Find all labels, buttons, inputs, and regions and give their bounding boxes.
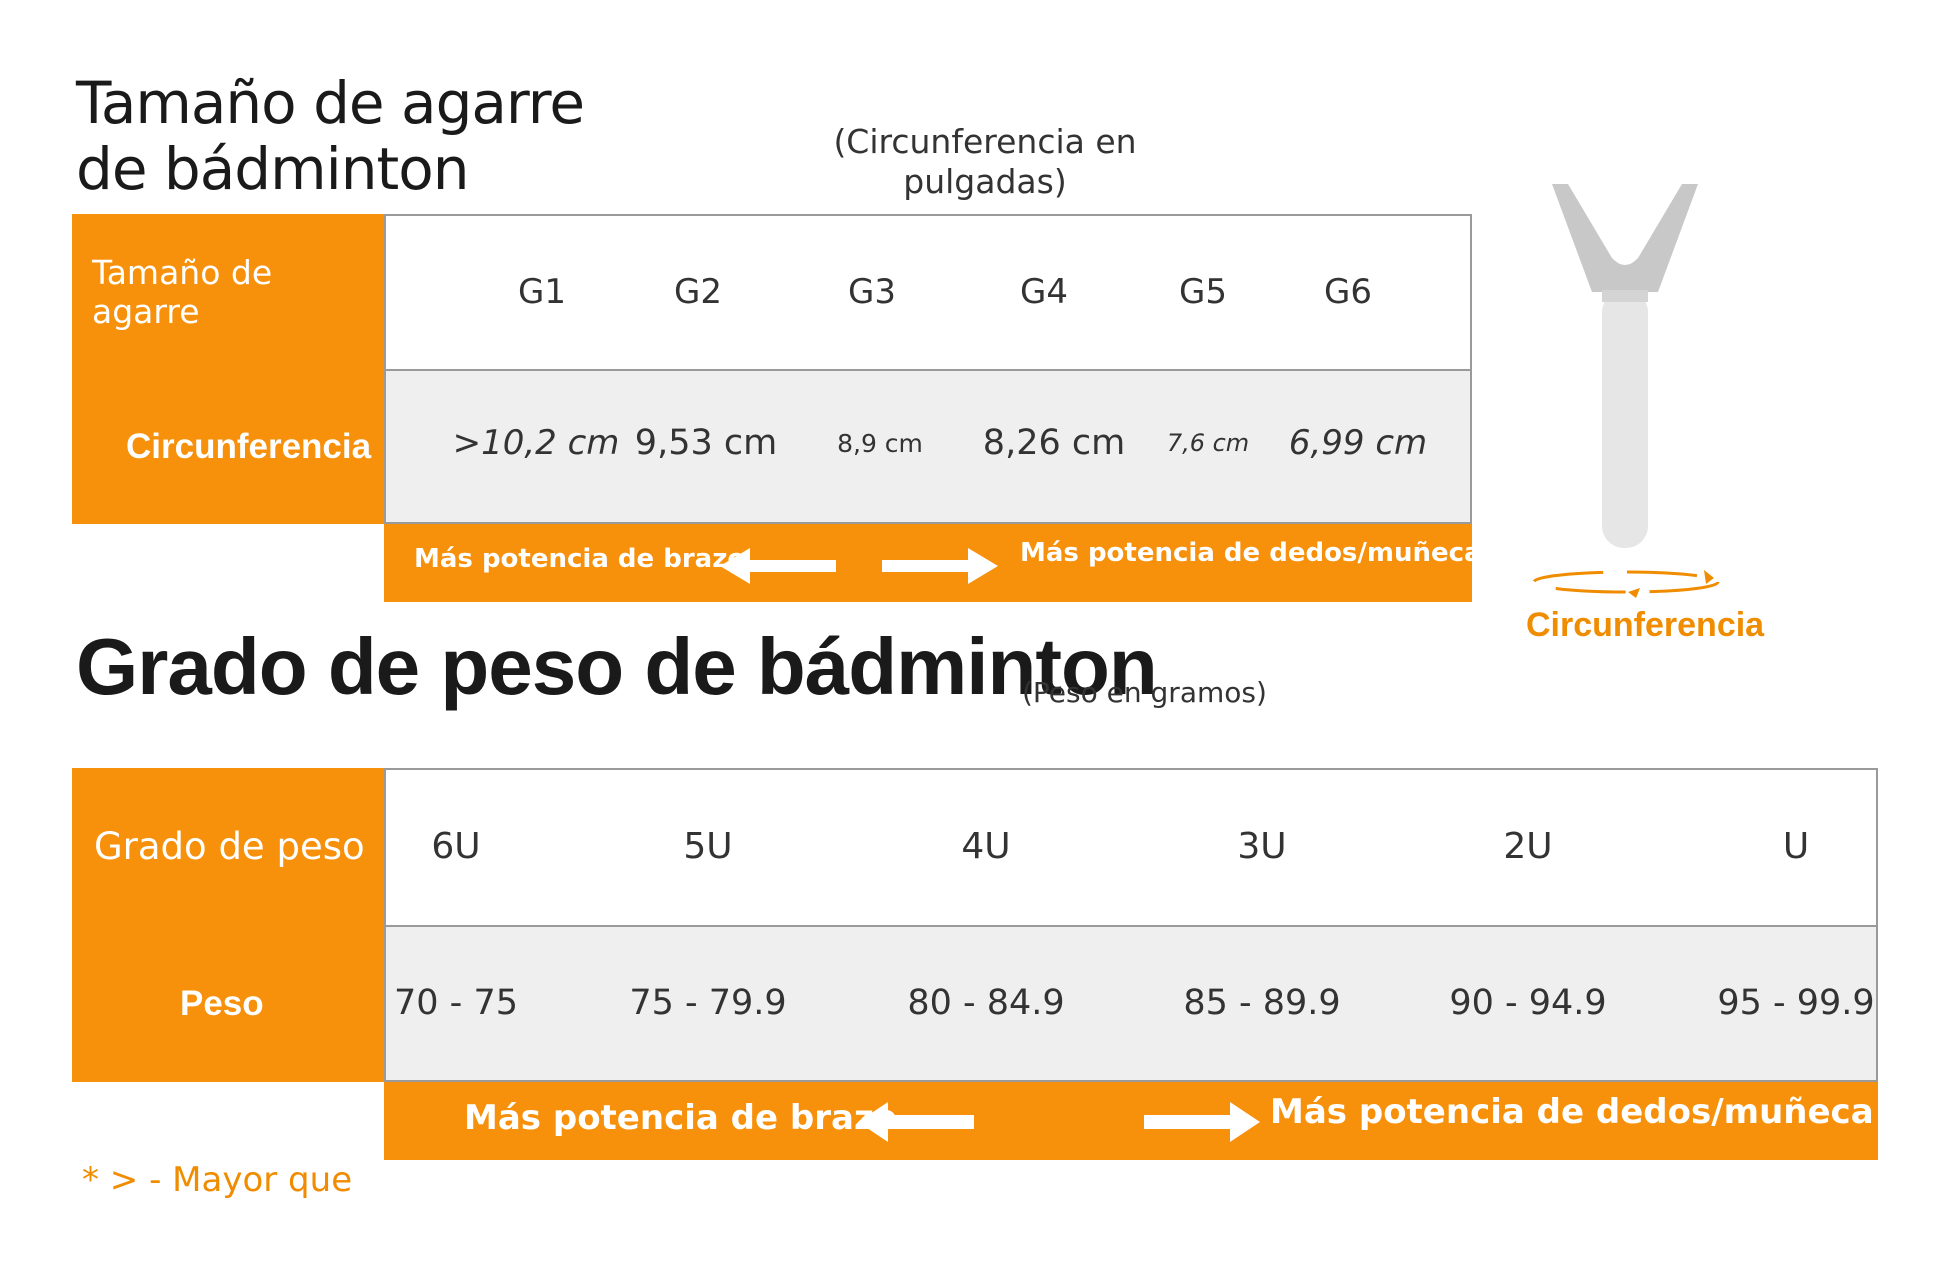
- weight-grade-row: 6U 5U 4U 3U 2U U: [386, 770, 1876, 925]
- grip-size-label: Tamaño de agarre: [92, 252, 273, 331]
- grip-size-g3: G3: [848, 272, 896, 312]
- grip-band-right-label: Más potencia de dedos/muñeca: [1020, 538, 1482, 568]
- weight-value-2u: 90 - 94.9: [1449, 983, 1607, 1023]
- grip-header-column: Tamaño de agarre Circunferencia: [72, 214, 386, 524]
- weight-value-3u: 85 - 89.9: [1183, 983, 1341, 1023]
- weight-value-6u: 70 - 75: [394, 983, 518, 1023]
- grip-circumference-label: Circunferencia: [126, 426, 372, 466]
- handle-circumference-label: Circunferencia: [1526, 606, 1765, 644]
- grip-band-left-label: Más potencia de brazo: [414, 544, 746, 574]
- grip-size-g5: G5: [1179, 272, 1227, 312]
- weight-value-4u: 80 - 84.9: [907, 983, 1065, 1023]
- grip-subtitle: (Circunferencia en pulgadas): [833, 122, 1137, 201]
- racket-handle-icon: [1552, 184, 1698, 548]
- weight-header-column: Grado de peso Peso: [72, 768, 386, 1082]
- arrow-left-icon: [720, 548, 836, 584]
- weight-grade-6u: 6U: [431, 826, 481, 867]
- grip-size-row: G1 G2 G3 G4 G5 G6: [386, 216, 1470, 369]
- weight-peso-label: Peso: [180, 983, 264, 1023]
- weight-grade-2u: 2U: [1503, 826, 1553, 867]
- weight-grade-label: Grado de peso: [94, 825, 365, 868]
- grip-table: G1 G2 G3 G4 G5 G6 >10,2 cm 9,53 cm 8,9 c…: [384, 214, 1472, 524]
- grip-title: Tamaño de agarre de bádminton: [76, 69, 585, 203]
- arrow-right-icon: [882, 548, 998, 584]
- grip-size-g6: G6: [1324, 272, 1372, 312]
- grip-circ-g1: >10,2 cm: [452, 423, 620, 463]
- grip-circ-g4: 8,26 cm: [982, 423, 1126, 463]
- weight-table: 6U 5U 4U 3U 2U U 70 - 75 75 - 79.9 80 - …: [384, 768, 1878, 1082]
- grip-size-g1: G1: [518, 272, 566, 312]
- arrow-left-icon: [858, 1102, 974, 1142]
- grip-circ-g5: 7,6 cm: [1166, 429, 1250, 457]
- weight-subtitle: (Peso en gramos): [1022, 676, 1267, 709]
- weight-grade-5u: 5U: [683, 826, 733, 867]
- weight-grade-3u: 3U: [1237, 826, 1287, 867]
- grip-circ-g6: 6,99 cm: [1288, 423, 1428, 463]
- footnote: * > - Mayor que: [82, 1160, 353, 1200]
- weight-value-u: 95 - 99.9: [1717, 983, 1875, 1023]
- grip-size-g4: G4: [1020, 272, 1068, 312]
- weight-band-right-label: Más potencia de dedos/muñeca: [1270, 1092, 1874, 1132]
- weight-band-left-label: Más potencia de brazo: [464, 1098, 898, 1138]
- weight-value-5u: 75 - 79.9: [629, 983, 787, 1023]
- weight-power-band: Más potencia de brazo Más potencia de de…: [384, 1082, 1878, 1160]
- weight-grade-u: U: [1782, 826, 1810, 867]
- rotation-arrow-icon: [1532, 570, 1720, 598]
- weight-grade-4u: 4U: [961, 826, 1011, 867]
- grip-circumference-row: >10,2 cm 9,53 cm 8,9 cm 8,26 cm 7,6 cm 6…: [386, 369, 1470, 522]
- grip-circ-g2: 9,53 cm: [634, 423, 778, 463]
- arrow-right-icon: [1144, 1102, 1260, 1142]
- weight-value-row: 70 - 75 75 - 79.9 80 - 84.9 85 - 89.9 90…: [386, 925, 1876, 1080]
- weight-title: Grado de peso de bádminton: [76, 622, 1158, 711]
- grip-power-band: Más potencia de brazo Más potencia de de…: [384, 524, 1482, 602]
- grip-circ-g3: 8,9 cm: [837, 429, 923, 458]
- grip-size-g2: G2: [674, 272, 722, 312]
